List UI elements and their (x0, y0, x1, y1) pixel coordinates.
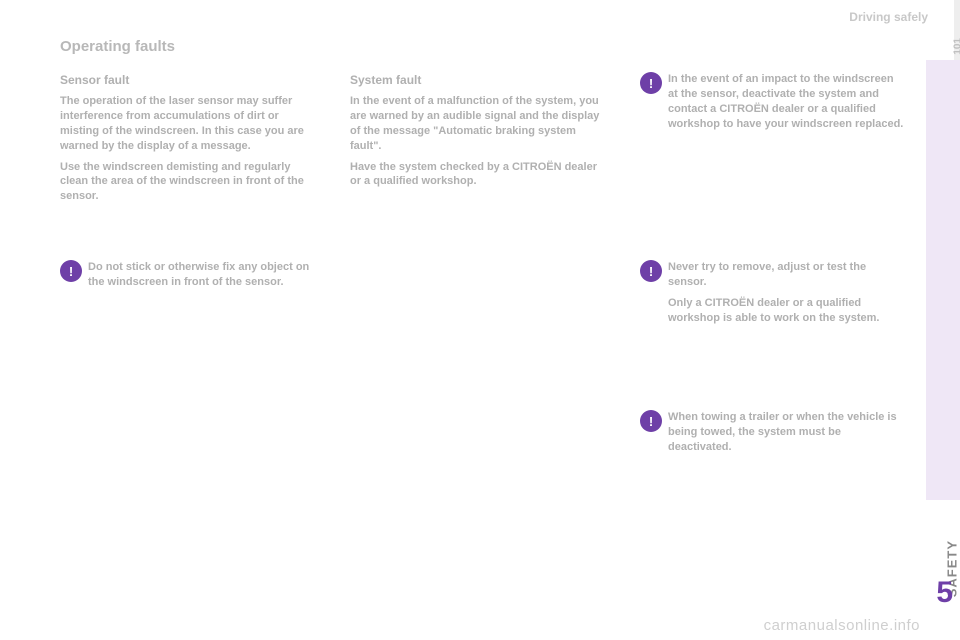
sensor-fault-title: Sensor fault (60, 72, 320, 88)
note-remove: ! Never try to remove, adjust or test th… (640, 260, 910, 325)
page: Driving safely 101 Operating faults Sens… (0, 0, 960, 640)
warning-icon: ! (640, 72, 662, 94)
strip-mid (926, 60, 960, 500)
note-stick-text: Do not stick or otherwise fix any object… (88, 260, 320, 290)
system-fault-title: System fault (350, 72, 610, 88)
note-stick: ! Do not stick or otherwise fix any obje… (60, 260, 320, 290)
chapter-number: 5 (936, 576, 953, 610)
note-towing: ! When towing a trailer or when the vehi… (640, 410, 910, 455)
system-fault-p1: In the event of a malfunction of the sys… (350, 94, 610, 153)
note-impact-text: In the event of an impact to the windscr… (668, 72, 910, 131)
column-sensor-fault: Sensor fault The operation of the laser … (60, 72, 320, 210)
note-towing-text: When towing a trailer or when the vehicl… (668, 410, 910, 455)
note-remove-b: Only a CITROËN dealer or a qualified wor… (668, 296, 904, 326)
system-fault-p2: Have the system checked by a CITROËN dea… (350, 160, 610, 190)
page-number: 101 (953, 38, 960, 55)
sensor-fault-p2: Use the windscreen demisting and regular… (60, 160, 320, 205)
note-remove-a: Never try to remove, adjust or test the … (668, 260, 904, 290)
note-remove-text: Never try to remove, adjust or test the … (668, 260, 910, 325)
page-heading: Operating faults (60, 38, 175, 55)
column-system-fault: System fault In the event of a malfuncti… (350, 72, 610, 195)
warning-icon: ! (60, 260, 82, 282)
sensor-fault-p1: The operation of the laser sensor may su… (60, 94, 320, 153)
warning-icon: ! (640, 410, 662, 432)
section-header: Driving safely (849, 10, 928, 24)
note-impact: ! In the event of an impact to the winds… (640, 72, 910, 131)
warning-icon: ! (640, 260, 662, 282)
watermark: carmanualsonline.info (764, 617, 920, 634)
